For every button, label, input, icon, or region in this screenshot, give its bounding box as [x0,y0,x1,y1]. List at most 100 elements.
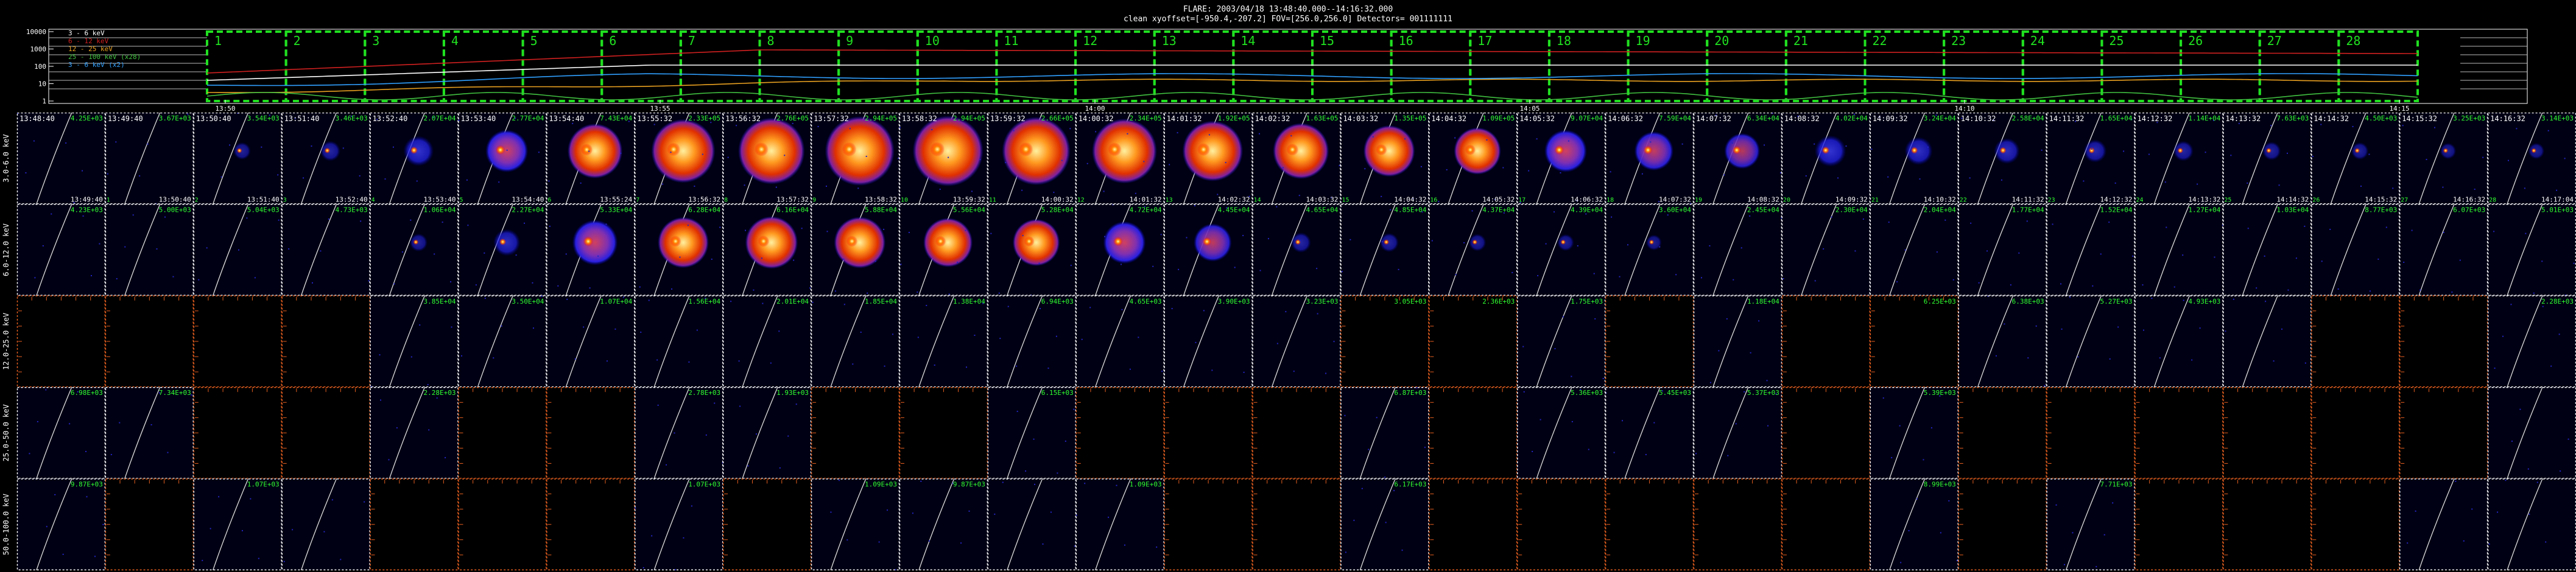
solar-limb [36,386,72,479]
interval-index: 12 [1077,197,1085,203]
noise-speck [2360,185,2362,187]
peak-value-label: 7.34E+03 [159,389,191,397]
noise-speck [1385,521,1387,523]
peak-value-label: 4.45E+04 [1218,206,1250,214]
noise-speck [762,302,764,304]
interval-index: 1 [107,197,110,203]
flare-core [1197,143,1210,156]
image-cell: 2.36E+03 [1429,295,1518,388]
flare-source [1363,125,1415,177]
image-cell [2399,478,2488,571]
image-cell-bg [1429,295,1518,388]
noise-speck [2018,252,2020,254]
noise-speck [1368,448,1370,450]
noise-speck [2516,128,2518,130]
peak-value-label: 5.01E+03 [2541,206,2574,214]
noise-speck [1805,175,1807,177]
noise-speck [1823,248,1825,250]
noise-speck [2433,127,2435,128]
image-cell-bg [1605,295,1694,388]
image-cell-bg [987,478,1076,570]
noise-speck [451,326,452,328]
noise-speck [1285,311,1287,313]
noise-speck [269,114,270,116]
noise-speck [867,292,868,294]
noise-speck [2502,335,2504,337]
image-cell-border [635,113,723,204]
peak-value-label: 3.24E+04 [1924,114,1956,122]
noise-speck [1345,551,1346,553]
image-cell-bg [370,387,459,479]
image-cell-border [458,386,547,479]
noise-speck [719,226,721,228]
image-cell: 2.04E+04 [1870,204,1958,296]
noise-speck [147,143,149,145]
image-cell-border [16,113,106,204]
solar-limb [389,295,426,388]
image-cell-bg [1694,295,1782,388]
noise-speck [1740,247,1742,249]
noise-speck [1781,217,1782,219]
noise-speck [379,354,381,356]
noise-speck [1887,176,1889,178]
noise-speck [1282,167,1284,169]
image-cell-bg [1958,295,2047,388]
image-cell-border [2311,113,2400,204]
flare-core [1732,145,1741,155]
noise-speck [2352,125,2354,127]
image-cell: 1.07E+03 [635,478,723,571]
noise-speck [475,284,477,286]
solar-limb [389,204,426,296]
peak-value-label: 1.93E+03 [776,389,809,397]
noise-speck [2519,408,2521,410]
noise-speck [1908,530,1910,532]
noise-speck [1709,382,1711,383]
image-cell [1252,386,1341,479]
noise-speck [2183,299,2184,301]
image-cell-bg [17,387,105,479]
flare-source [1454,127,1501,175]
image-cell: 4.72E+04 [1075,204,1164,296]
image-cell-border [1781,386,1871,479]
image-cell [1516,478,1606,571]
image-cell-border [193,113,282,204]
noise-speck [2403,262,2405,263]
noise-speck [679,256,681,258]
peak-value-label: 4.85E+04 [1394,206,1426,214]
peak-value-label: 5.37E+03 [1747,389,1779,397]
noise-speck [1144,206,1145,208]
noise-speck [588,150,590,152]
noise-speck [2488,543,2490,545]
noise-speck [710,122,712,124]
interval-index: 14 [1254,197,1261,203]
noise-speck [1681,143,1683,145]
interval-number: 23 [1951,33,1966,48]
flare-core [580,144,593,156]
noise-speck [1421,211,1423,213]
noise-speck [1532,450,1533,452]
image-cell [2311,478,2400,571]
noise-speck [635,507,636,509]
image-cell: 14:16:32 14:17:04 28 3.14E+03 [2487,113,2576,204]
image-cell [458,478,547,571]
solar-limb [2153,295,2190,388]
image-cell-border [2134,204,2223,296]
noise-speck [653,124,655,125]
image-cell-bg [2399,478,2488,570]
noise-speck [1956,560,1958,562]
flare-source [745,216,798,269]
image-cell: 14:11:32 14:12:32 23 1.65E+04 [2046,113,2135,204]
noise-speck [755,433,757,435]
noise-speck [2567,438,2569,440]
image-cell-bg [1605,387,1694,479]
noise-speck [674,432,675,434]
noise-speck [2494,368,2496,369]
noise-speck [589,287,591,289]
image-cell-bg [281,204,370,296]
flare-source [1290,232,1311,253]
image-cell: 9.87E+03 [16,478,106,571]
flare-source [1012,218,1060,267]
time-end-label: 13:53:40 [423,195,456,203]
peak-value-label: 1.07E+03 [247,481,280,489]
image-cell-border [1605,478,1694,571]
